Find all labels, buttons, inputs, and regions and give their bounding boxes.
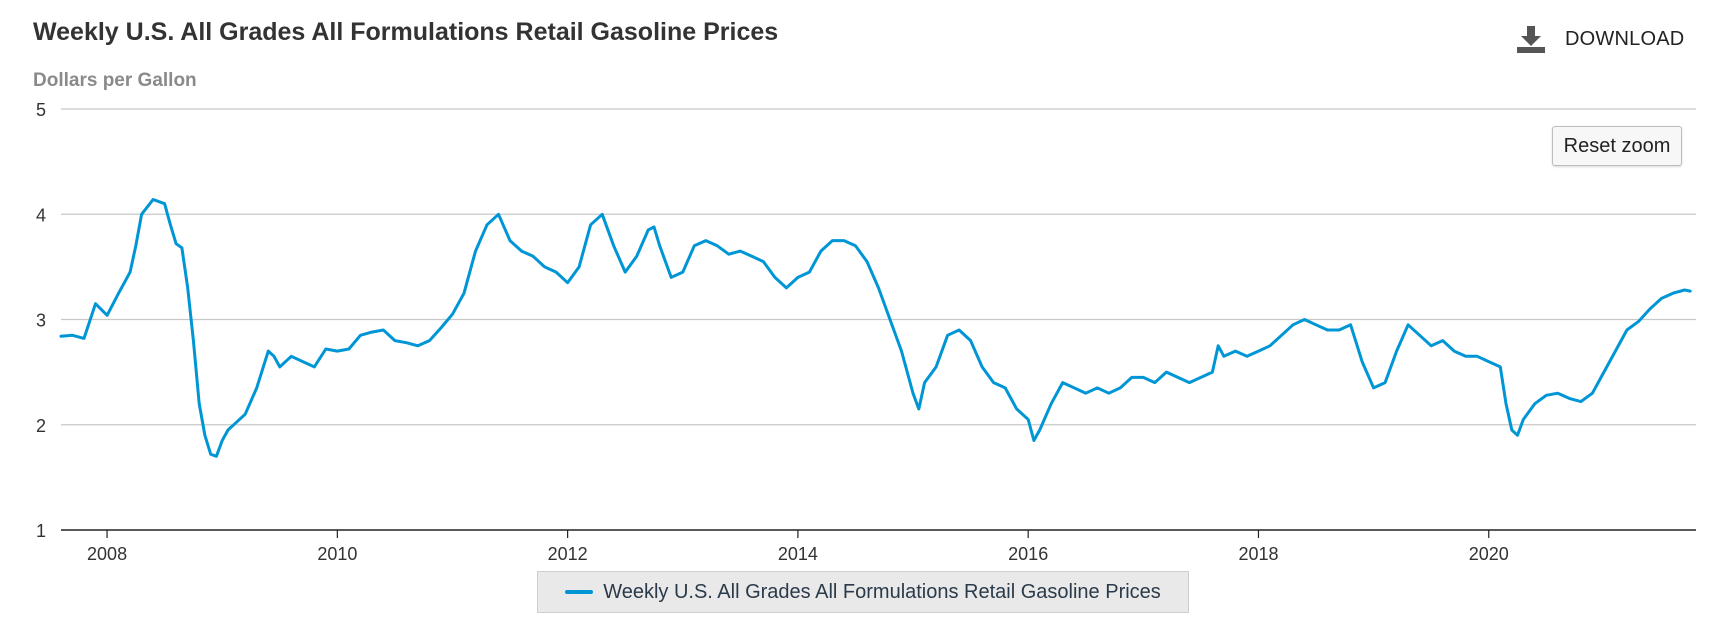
legend-label: Weekly U.S. All Grades All Formulations … [603, 580, 1161, 603]
x-tick-label: 2018 [1238, 544, 1278, 564]
y-tick-label: 2 [36, 416, 46, 436]
y-tick-label: 5 [36, 100, 46, 120]
y-tick-label: 3 [36, 311, 46, 331]
download-button[interactable]: DOWNLOAD [1515, 24, 1684, 54]
y-tick-label: 1 [36, 521, 46, 541]
download-label: DOWNLOAD [1565, 27, 1685, 50]
legend[interactable]: Weekly U.S. All Grades All Formulations … [537, 571, 1189, 613]
reset-zoom-button[interactable]: Reset zoom [1552, 126, 1682, 166]
x-tick-label: 2008 [87, 544, 127, 564]
x-tick-label: 2010 [317, 544, 357, 564]
y-axis-unit-label: Dollars per Gallon [33, 70, 197, 91]
legend-swatch [565, 590, 594, 594]
y-tick-label: 4 [36, 205, 46, 225]
x-tick-label: 2012 [548, 544, 588, 564]
series-line[interactable] [59, 198, 1692, 458]
x-tick-label: 2020 [1469, 544, 1509, 564]
x-tick-label: 2016 [1008, 544, 1048, 564]
download-icon [1517, 26, 1545, 53]
x-tick-label: 2014 [778, 544, 818, 564]
chart-title: Weekly U.S. All Grades All Formulations … [33, 18, 779, 46]
